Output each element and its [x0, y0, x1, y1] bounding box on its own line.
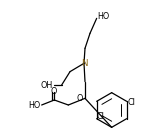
Text: O: O: [50, 87, 57, 96]
Text: HO: HO: [98, 12, 110, 21]
Text: O: O: [77, 94, 83, 103]
Text: HO: HO: [28, 101, 41, 109]
Text: Cl: Cl: [97, 112, 105, 121]
Text: N: N: [81, 59, 87, 68]
Text: Cl: Cl: [128, 98, 136, 107]
Text: OH: OH: [41, 80, 53, 89]
